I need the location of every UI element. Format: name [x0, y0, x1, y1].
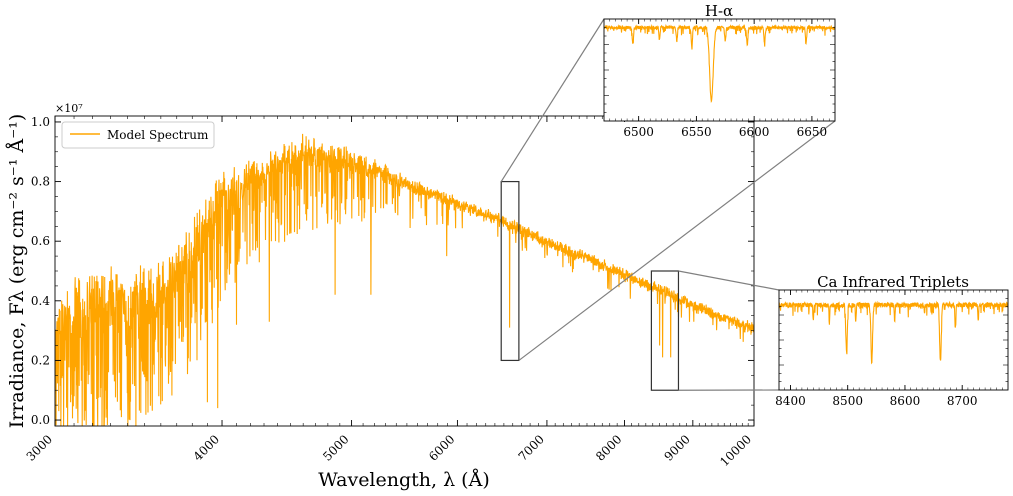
ca-spectrum-path	[779, 300, 1008, 365]
h-alpha-spectrum-line	[604, 23, 835, 103]
zoom-connector	[518, 120, 836, 361]
zoom-indicators	[500, 18, 836, 391]
ca-x-tick-label: 8400	[775, 394, 806, 408]
h-alpha-y-ticks	[604, 27, 835, 113]
x-tick-label: 8000	[593, 432, 624, 463]
x-tick-label: 3000	[24, 432, 55, 463]
ca-x-tick-label: 8700	[947, 394, 978, 408]
main-y-ticks: 0.0 0.2 0.4 0.6 0.8 1.0	[31, 115, 754, 427]
h-alpha-x-tick-label: 6650	[797, 125, 828, 139]
zoom-box-h-alpha	[500, 180, 520, 362]
h-alpha-inset: 6500 6550 6600 6650 H-α	[603, 2, 836, 139]
x-tick-label: 10000	[717, 432, 754, 469]
ca-spectrum-line	[779, 300, 1008, 365]
y-tick-label: 0.8	[31, 175, 50, 189]
x-axis-label: Wavelength, λ (Å)	[318, 469, 489, 491]
h-alpha-spectrum-path	[604, 23, 835, 103]
ca-y-ticks	[779, 298, 1008, 382]
x-tick-label: 7000	[516, 432, 547, 463]
main-spectrum-line	[55, 133, 754, 426]
main-axes-frame	[54, 115, 755, 427]
ca-x-tick-label: 8500	[832, 394, 863, 408]
h-alpha-x-tick-label: 6600	[739, 125, 770, 139]
h-alpha-x-ticks: 6500 6550 6600 6650	[609, 19, 830, 139]
legend-box	[61, 121, 215, 149]
y-offset-label: ×10⁷	[55, 102, 83, 115]
zoom-connector	[500, 18, 605, 182]
zoom-box-ca	[650, 270, 680, 391]
zoom-connector	[678, 270, 780, 291]
h-alpha-title: H-α	[705, 2, 733, 20]
x-tick-label: 4000	[191, 432, 222, 463]
h-alpha-x-tick-label: 6550	[681, 125, 712, 139]
y-tick-label: 0.4	[31, 294, 50, 308]
ca-title: Ca Infrared Triplets	[817, 273, 969, 291]
main-spectrum-path	[55, 133, 754, 426]
ca-triplet-inset: 8400 8500 8600 8700 Ca Infrared Triplets	[775, 273, 1009, 408]
x-tick-label: 6000	[426, 432, 457, 463]
x-tick-label: 9000	[661, 432, 692, 463]
y-tick-label: 0.2	[31, 353, 50, 367]
legend: Model Spectrum	[61, 121, 215, 149]
ca-x-tick-label: 8600	[890, 394, 921, 408]
ca-x-ticks: 8400 8500 8600 8700	[775, 290, 1003, 408]
y-axis-label: Irradiance, Fλ (erg cm⁻² s⁻¹ Å⁻¹)	[6, 114, 28, 429]
y-tick-label: 0.6	[31, 234, 50, 248]
x-tick-label: 5000	[320, 432, 351, 463]
y-tick-label: 0.0	[31, 413, 50, 427]
legend-entry: Model Spectrum	[107, 128, 209, 142]
y-tick-label: 1.0	[31, 115, 50, 129]
h-alpha-x-tick-label: 6500	[623, 125, 654, 139]
